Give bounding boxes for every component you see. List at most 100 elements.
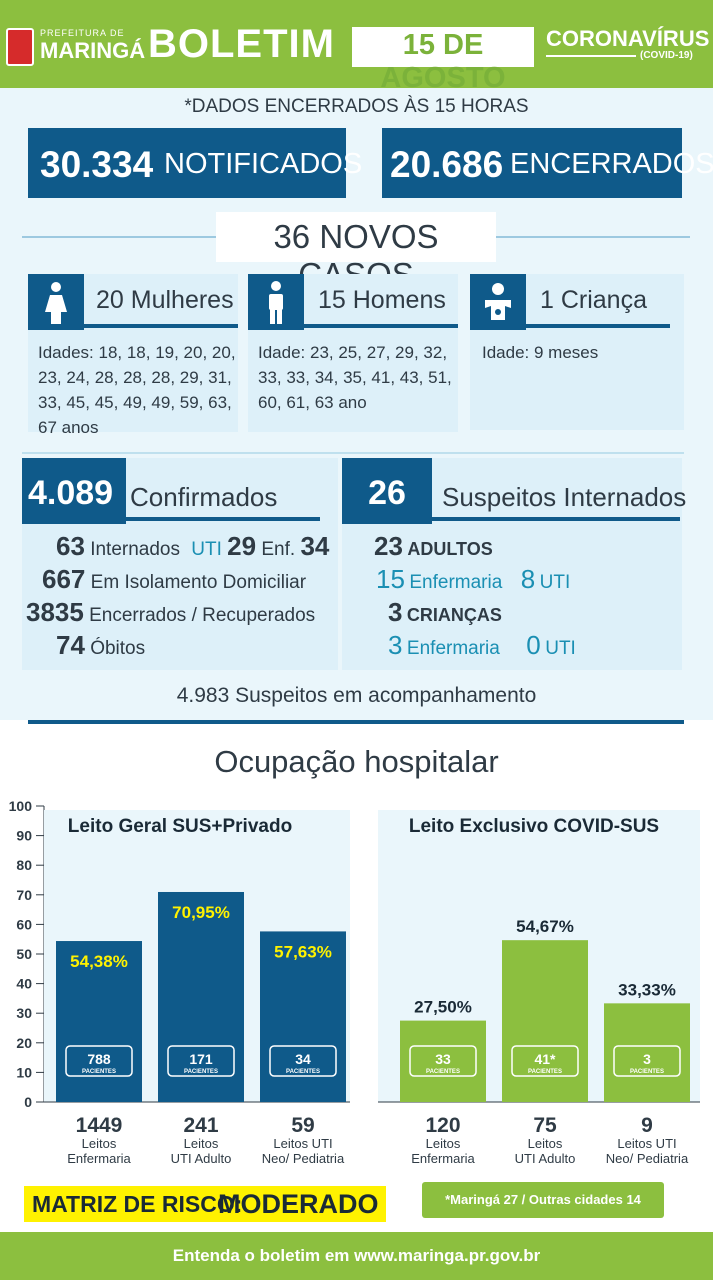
child-age-line: Idade: 9 meses [482, 343, 599, 362]
adultos-num: 23 [374, 531, 403, 561]
y-tick-label: 90 [16, 828, 32, 844]
city-crest-icon [6, 28, 34, 66]
header-topic: CORONAVÍRUS [546, 26, 710, 51]
bar [56, 941, 142, 1102]
confirmados-value: 4.089 [28, 474, 114, 512]
criancas-label: CRIANÇAS [406, 605, 502, 625]
patients-pill [167, 1045, 235, 1077]
chart-group-title: Leito Exclusivo COVID-SUS [409, 816, 659, 837]
men-card: 15 Homens Idade: 23, 25, 27, 29, 32, 33,… [248, 274, 458, 432]
internados-enf-label: Enf. [261, 539, 296, 560]
category-label: Leitos UTI [617, 1136, 676, 1151]
obitos-label: Óbitos [90, 638, 146, 659]
recuperados-label: Encerrados / Recuperados [89, 605, 316, 626]
suspeitos-underline [432, 517, 680, 521]
occupancy-chart: 0 10 20 30 40 50 60 70 80 90 100 Leito Geral SUS+Pr… [9, 798, 700, 1166]
child-underline [526, 324, 670, 328]
y-tick-label: 30 [16, 1005, 32, 1021]
bed-count: 9 [641, 1114, 653, 1137]
patients-count: 41* [534, 1051, 556, 1067]
bar-value-label: 54,67% [516, 917, 574, 936]
confirmados-underline [126, 517, 320, 521]
bar-value-label: 27,50% [414, 998, 472, 1017]
women-ages-line: Idades: 18, 18, 19, 20, 20, [38, 343, 236, 362]
risk-matrix-box [24, 1186, 386, 1222]
category-label: UTI Adulto [515, 1151, 576, 1166]
women-ages-line: 23, 24, 28, 28, 28, 29, 31, [38, 368, 232, 387]
bar-value-label: 57,63% [274, 942, 332, 961]
internados-label: Internados [90, 539, 180, 560]
adultos-uti-label: UTI [539, 572, 571, 593]
woman-icon [28, 274, 84, 330]
y-tick-label: 80 [16, 857, 32, 873]
topic-underline [546, 55, 636, 57]
chart-group-title: Leito Geral SUS+Privado [68, 816, 292, 837]
criancas-uti-num: 0 [526, 630, 541, 660]
header-title: BOLETIM [148, 22, 335, 66]
adultos-uti-num: 8 [520, 564, 536, 594]
y-tick-label: 40 [16, 976, 32, 992]
footer-link-text[interactable]: Entenda o boletim em www.maringa.pr.gov.… [172, 1246, 541, 1265]
bar [400, 1020, 486, 1102]
bed-count: 1449 [76, 1114, 123, 1137]
patients-pill [65, 1045, 133, 1077]
notificados-label: NOTIFICADOS [164, 148, 363, 180]
patients-unit: PACIENTES [528, 1069, 562, 1075]
category-label: Leitos [82, 1136, 117, 1151]
category-label: Leitos UTI [273, 1136, 332, 1151]
isolamento-row: 667 Em Isolamento Domiciliar [42, 564, 306, 595]
adultos-label: ADULTOS [407, 539, 493, 559]
isolamento-label: Em Isolamento Domiciliar [90, 572, 307, 593]
adultos-detail-row: 15 Enfermaria 8 UTI [376, 564, 570, 595]
suspeitos-label: Suspeitos Internados [442, 482, 687, 512]
y-tick-label: 10 [16, 1064, 32, 1080]
men-underline [304, 324, 458, 328]
brand-small: PREFEITURA DE [40, 28, 125, 38]
men-title: 15 Homens [318, 286, 446, 314]
criancas-num: 3 [388, 597, 403, 627]
confirmados-box [22, 458, 126, 524]
women-ages-line: 67 anos [38, 418, 99, 437]
bar [502, 940, 588, 1102]
confirmados-label: Confirmados [130, 482, 278, 512]
isolamento-num: 667 [42, 564, 86, 594]
adultos-enf-label: Enfermaria [409, 572, 503, 593]
child-card: 1 Criança Idade: 9 meses [470, 274, 684, 430]
internados-row: 63 Internados UTI 29 Enf. 34 [56, 531, 329, 562]
women-underline [84, 324, 238, 328]
bar-value-label: 54,38% [70, 952, 128, 971]
patients-pill [613, 1045, 681, 1077]
recuperados-row: 3835 Encerrados / Recuperados [26, 597, 315, 628]
risk-matrix-label: MATRIZ DE RISCO: [32, 1191, 243, 1217]
covid-note: *Maringá 27 / Outras cidades 14 [445, 1192, 641, 1207]
y-tick-label: 50 [16, 946, 32, 962]
criancas-uti-label: UTI [545, 638, 576, 659]
patients-unit: PACIENTES [184, 1069, 218, 1075]
patients-pill [511, 1045, 579, 1077]
brand-name: MARINGÁ [40, 38, 146, 63]
bar-value-label: 33,33% [618, 980, 676, 999]
men-ages: Idade: 23, 25, 27, 29, 32, 33, 33, 34, 3… [258, 340, 452, 415]
patients-unit: PACIENTES [426, 1069, 460, 1075]
patients-count: 171 [189, 1051, 213, 1067]
patients-pill [409, 1045, 477, 1077]
suspeitos-box [342, 458, 432, 524]
internados-uti-label: UTI [191, 539, 222, 560]
bed-count: 120 [425, 1114, 460, 1137]
acompanhamento-text: 4.983 Suspeitos em acompanhamento [176, 684, 537, 707]
category-label: Neo/ Pediatria [262, 1151, 345, 1166]
adultos-enf-num: 15 [376, 564, 405, 594]
criancas-row: 3 CRIANÇAS [388, 597, 502, 628]
criancas-detail-row: 3 Enfermaria 0 UTI [388, 630, 576, 661]
men-ages-line: 60, 61, 63 ano [258, 393, 367, 412]
bar [260, 931, 346, 1102]
recuperados-num: 3835 [26, 597, 84, 627]
notificados-value: 30.334 [40, 144, 154, 185]
child-title: 1 Criança [540, 286, 647, 314]
chart-title: Ocupação hospitalar [214, 744, 499, 779]
encerrados-label: ENCERRADOS [510, 148, 713, 180]
women-card: 20 Mulheres Idades: 18, 18, 19, 20, 20, … [28, 274, 238, 437]
patients-unit: PACIENTES [286, 1069, 320, 1075]
patients-count: 34 [295, 1051, 311, 1067]
internados-enf-num: 34 [300, 531, 330, 561]
